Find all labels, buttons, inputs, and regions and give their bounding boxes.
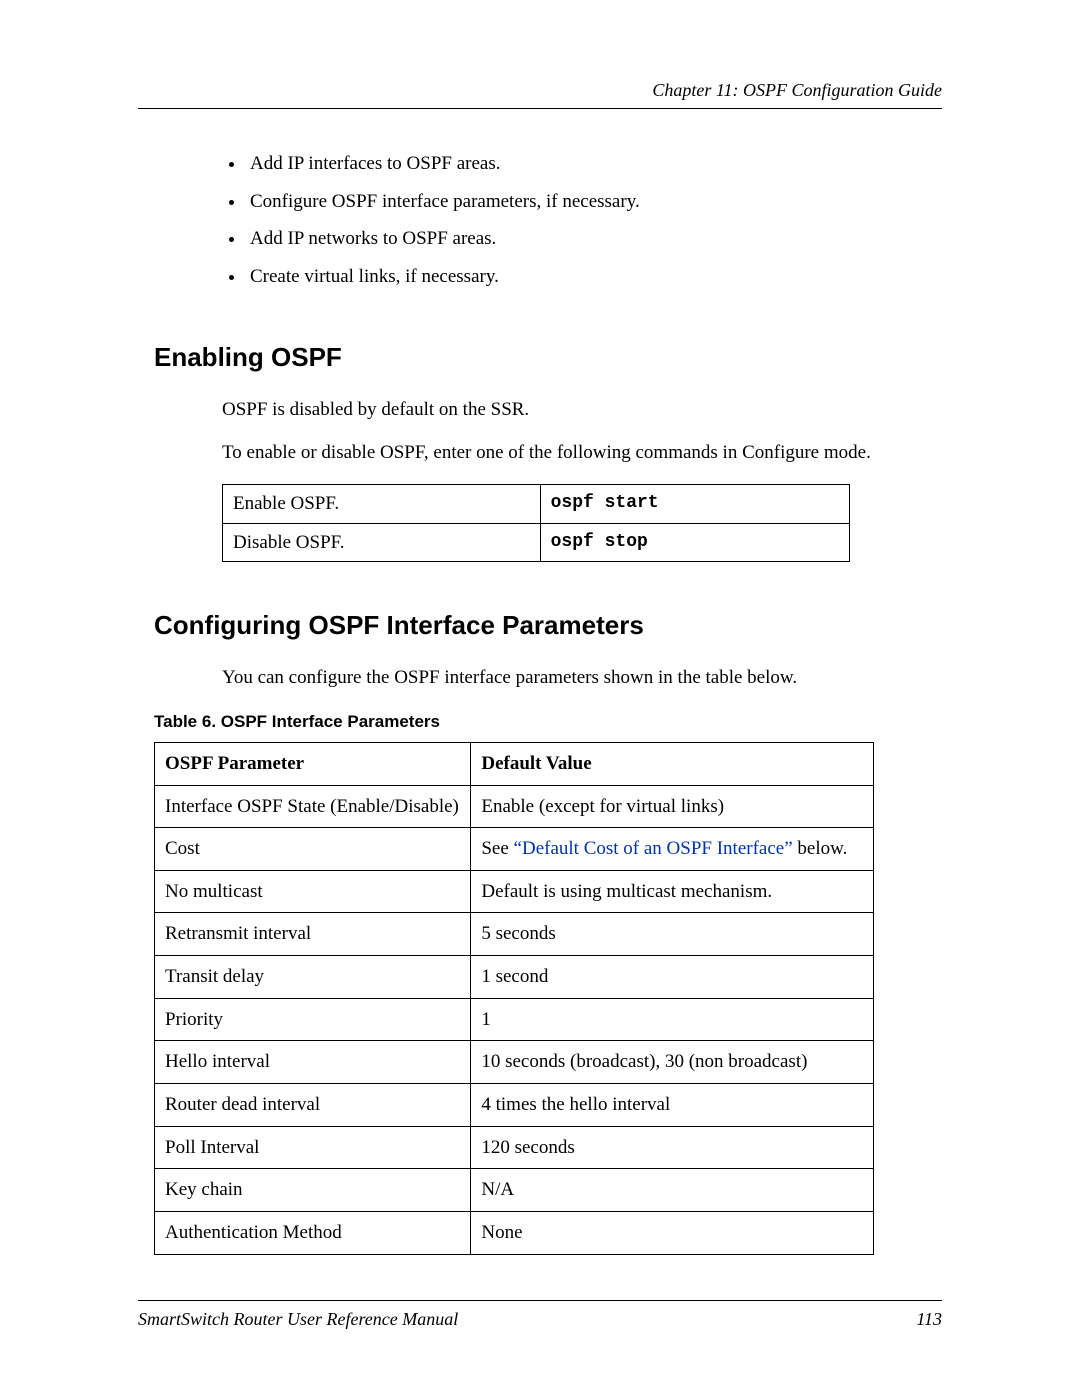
param-name: Priority <box>155 998 471 1041</box>
table-row: Router dead interval 4 times the hello i… <box>155 1084 874 1127</box>
param-name: Router dead interval <box>155 1084 471 1127</box>
page-header: Chapter 11: OSPF Configuration Guide <box>138 78 942 119</box>
command-description: Disable OSPF. <box>223 523 541 562</box>
list-item: Add IP networks to OSPF areas. <box>246 226 942 252</box>
page-number: 113 <box>916 1307 942 1331</box>
param-value: 4 times the hello interval <box>471 1084 874 1127</box>
param-value: See “Default Cost of an OSPF Interface” … <box>471 828 874 871</box>
list-item: Configure OSPF interface parameters, if … <box>246 189 942 215</box>
table-row: Priority 1 <box>155 998 874 1041</box>
chapter-title: Chapter 11: OSPF Configuration Guide <box>138 78 942 102</box>
param-value: N/A <box>471 1169 874 1212</box>
param-name: No multicast <box>155 870 471 913</box>
paragraph: OSPF is disabled by default on the SSR. <box>222 397 942 423</box>
param-value: 10 seconds (broadcast), 30 (non broadcas… <box>471 1041 874 1084</box>
param-name: Hello interval <box>155 1041 471 1084</box>
param-name: Interface OSPF State (Enable/Disable) <box>155 785 471 828</box>
param-value: 120 seconds <box>471 1126 874 1169</box>
param-name: Key chain <box>155 1169 471 1212</box>
param-name: Authentication Method <box>155 1211 471 1254</box>
param-value: 1 <box>471 998 874 1041</box>
column-header-default: Default Value <box>471 742 874 785</box>
table-row: Hello interval 10 seconds (broadcast), 3… <box>155 1041 874 1084</box>
param-value: 5 seconds <box>471 913 874 956</box>
table-row: Retransmit interval 5 seconds <box>155 913 874 956</box>
param-value: 1 second <box>471 956 874 999</box>
paragraph: To enable or disable OSPF, enter one of … <box>222 440 942 466</box>
table-row: Cost See “Default Cost of an OSPF Interf… <box>155 828 874 871</box>
command-code: ospf stop <box>540 523 849 562</box>
header-rule <box>138 108 942 109</box>
table-row: Transit delay 1 second <box>155 956 874 999</box>
table-row: Authentication Method None <box>155 1211 874 1254</box>
footer-row: SmartSwitch Router User Reference Manual… <box>138 1307 942 1331</box>
command-code: ospf start <box>540 484 849 523</box>
table-row: Enable OSPF. ospf start <box>223 484 850 523</box>
command-description: Enable OSPF. <box>223 484 541 523</box>
table-header-row: OSPF Parameter Default Value <box>155 742 874 785</box>
text: See <box>481 838 513 859</box>
text: below. <box>793 838 848 859</box>
table-row: Interface OSPF State (Enable/Disable) En… <box>155 785 874 828</box>
table-row: Disable OSPF. ospf stop <box>223 523 850 562</box>
manual-title: SmartSwitch Router User Reference Manual <box>138 1307 458 1331</box>
paragraph: You can configure the OSPF interface par… <box>222 665 942 691</box>
list-item: Add IP interfaces to OSPF areas. <box>246 151 942 177</box>
section-heading-enable-ospf: Enabling OSPF <box>154 340 942 375</box>
step-list: Add IP interfaces to OSPF areas. Configu… <box>222 151 942 290</box>
page-body: Add IP interfaces to OSPF areas. Configu… <box>222 145 942 1255</box>
section-heading-configure-params: Configuring OSPF Interface Parameters <box>154 608 942 643</box>
param-value: None <box>471 1211 874 1254</box>
parameter-table: OSPF Parameter Default Value Interface O… <box>154 742 874 1255</box>
param-name: Cost <box>155 828 471 871</box>
param-value: Enable (except for virtual links) <box>471 785 874 828</box>
param-name: Retransmit interval <box>155 913 471 956</box>
param-name: Transit delay <box>155 956 471 999</box>
param-name: Poll Interval <box>155 1126 471 1169</box>
page-footer: SmartSwitch Router User Reference Manual… <box>138 1290 942 1331</box>
link-default-cost[interactable]: “Default Cost of an OSPF Interface” <box>514 838 793 859</box>
footer-rule <box>138 1300 942 1301</box>
list-item: Create virtual links, if necessary. <box>246 264 942 290</box>
param-value: Default is using multicast mechanism. <box>471 870 874 913</box>
column-header-parameter: OSPF Parameter <box>155 742 471 785</box>
table-row: No multicast Default is using multicast … <box>155 870 874 913</box>
table-caption: Table 6. OSPF Interface Parameters <box>154 711 942 734</box>
table-row: Poll Interval 120 seconds <box>155 1126 874 1169</box>
page: Chapter 11: OSPF Configuration Guide Add… <box>0 0 1080 1397</box>
command-table: Enable OSPF. ospf start Disable OSPF. os… <box>222 484 850 562</box>
table-row: Key chain N/A <box>155 1169 874 1212</box>
